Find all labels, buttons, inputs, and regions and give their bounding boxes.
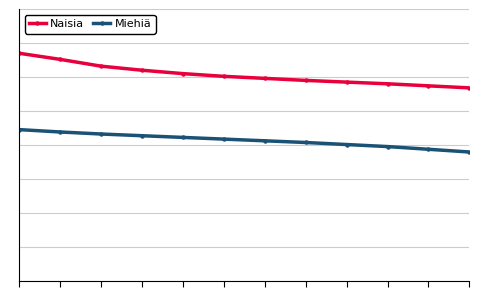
Miehiä (385, 145, 390, 149)
Naisia (262, 77, 268, 80)
Naisia (467, 86, 472, 90)
Naisia (16, 52, 22, 55)
Miehiä (426, 147, 432, 151)
Naisia (139, 68, 145, 72)
Naisia (57, 58, 63, 61)
Naisia (344, 80, 350, 84)
Naisia (303, 79, 308, 82)
Miehiä (180, 136, 186, 139)
Line: Naisia: Naisia (18, 52, 471, 89)
Miehiä (57, 130, 63, 134)
Miehiä (262, 139, 268, 143)
Miehiä (98, 132, 104, 136)
Miehiä (221, 137, 227, 141)
Naisia (221, 74, 227, 78)
Naisia (385, 82, 390, 86)
Miehiä (303, 141, 308, 144)
Naisia (98, 64, 104, 68)
Miehiä (139, 134, 145, 138)
Miehiä (467, 150, 472, 154)
Miehiä (16, 128, 22, 131)
Legend: Naisia, Miehiä: Naisia, Miehiä (25, 15, 156, 34)
Naisia (426, 84, 432, 88)
Miehiä (344, 143, 350, 146)
Naisia (180, 72, 186, 75)
Line: Miehiä: Miehiä (18, 128, 471, 153)
